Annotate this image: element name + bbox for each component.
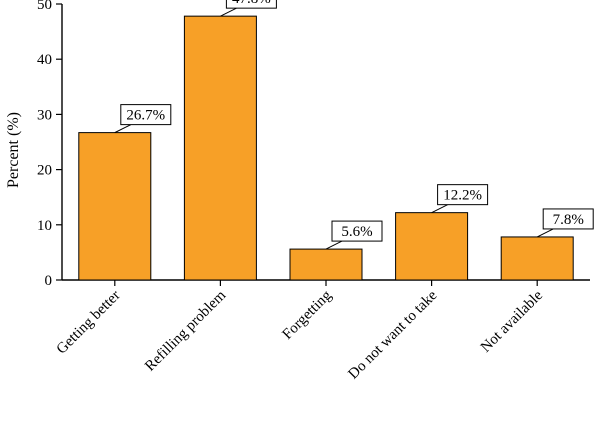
y-tick-label: 50 — [37, 0, 52, 13]
y-tick-label: 20 — [37, 163, 52, 179]
data-label-leader — [431, 204, 448, 214]
y-tick-label: 40 — [37, 52, 52, 68]
data-label: 12.2% — [443, 188, 482, 204]
data-label-leader — [220, 7, 237, 17]
bar — [78, 132, 152, 281]
bar — [500, 236, 574, 281]
data-label-box — [120, 104, 172, 126]
data-label-leader — [114, 124, 132, 134]
bar — [289, 248, 363, 281]
data-label-box — [437, 184, 489, 206]
y-tick-label: 0 — [45, 273, 53, 289]
data-label: 47.8% — [232, 0, 271, 7]
data-label: 5.6% — [341, 224, 372, 240]
data-label: 7.8% — [553, 212, 584, 228]
data-label-box — [331, 220, 383, 242]
y-axis-title: Percent (%) — [5, 112, 22, 188]
y-tick-label: 30 — [37, 107, 52, 123]
bar — [183, 15, 257, 281]
data-label-box — [225, 0, 277, 9]
data-label-box — [542, 208, 594, 230]
data-label: 26.7% — [126, 108, 165, 124]
y-tick-label: 10 — [37, 218, 52, 234]
bar — [395, 212, 469, 281]
data-label-leader — [325, 240, 343, 250]
data-label-leader — [536, 228, 554, 238]
